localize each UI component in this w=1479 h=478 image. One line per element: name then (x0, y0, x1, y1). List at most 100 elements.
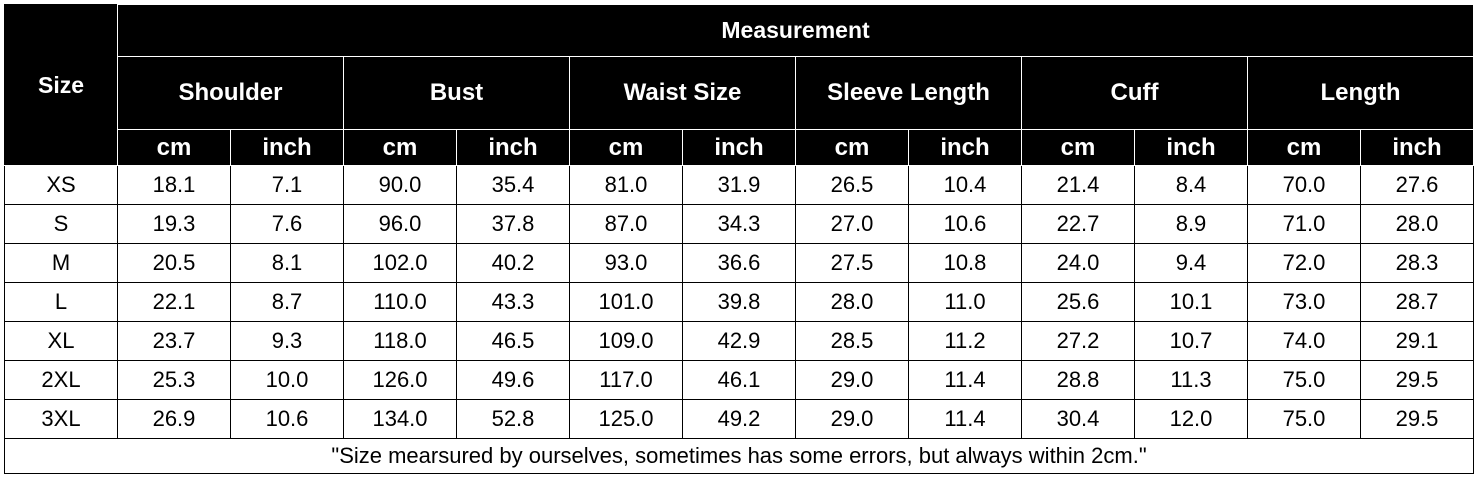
measure-header: Waist Size (569, 56, 796, 130)
value-cell: 52.8 (456, 399, 570, 439)
value-cell: 8.1 (230, 243, 344, 283)
table-row: 2XL 25.3 10.0 126.0 49.6 117.0 46.1 29.0 11.4 28.… (4, 360, 1475, 400)
unit-header-cm: cm (795, 129, 909, 166)
value-cell: 37.8 (456, 204, 570, 244)
value-cell: 125.0 (569, 399, 683, 439)
value-cell: 28.0 (795, 282, 909, 322)
unit-header-inch: inch (1359, 129, 1475, 166)
value-cell: 134.0 (343, 399, 457, 439)
unit-header-inch: inch (1134, 129, 1248, 166)
value-cell: 7.1 (230, 165, 344, 205)
unit-header-cm: cm (1247, 129, 1361, 166)
value-cell: 25.3 (117, 360, 231, 400)
value-cell: 10.6 (908, 204, 1022, 244)
unit-header-cm: cm (569, 129, 683, 166)
value-cell: 9.4 (1134, 243, 1248, 283)
value-cell: 49.6 (456, 360, 570, 400)
value-cell: 11.4 (908, 360, 1022, 400)
value-cell: 11.4 (908, 399, 1022, 439)
measure-header: Sleeve Length (795, 56, 1022, 130)
size-chart-table: Size Measurement Shoulder Bust Waist Size S… (3, 4, 1475, 474)
value-cell: 30.4 (1021, 399, 1135, 439)
value-cell: 11.3 (1134, 360, 1248, 400)
value-cell: 46.5 (456, 321, 570, 361)
value-cell: 81.0 (569, 165, 683, 205)
value-cell: 23.7 (117, 321, 231, 361)
value-cell: 27.5 (795, 243, 909, 283)
unit-header-cm: cm (117, 129, 231, 166)
value-cell: 71.0 (1247, 204, 1361, 244)
value-cell: 96.0 (343, 204, 457, 244)
value-cell: 28.0 (1359, 204, 1475, 244)
size-cell: 3XL (4, 399, 118, 439)
value-cell: 28.7 (1359, 282, 1475, 322)
value-cell: 90.0 (343, 165, 457, 205)
value-cell: 87.0 (569, 204, 683, 244)
value-cell: 39.8 (682, 282, 796, 322)
value-cell: 22.7 (1021, 204, 1135, 244)
measure-header: Shoulder (117, 56, 344, 130)
measure-header: Bust (343, 56, 570, 130)
value-cell: 35.4 (456, 165, 570, 205)
value-cell: 27.6 (1359, 165, 1475, 205)
table-row: 3XL 26.9 10.6 134.0 52.8 125.0 49.2 29.0 11.4 30.… (4, 399, 1475, 439)
size-cell: XS (4, 165, 118, 205)
value-cell: 29.5 (1359, 360, 1475, 400)
table-row: XL 23.7 9.3 118.0 46.5 109.0 42.9 28.5 11.2 27.2 1… (4, 321, 1475, 361)
value-cell: 46.1 (682, 360, 796, 400)
value-cell: 73.0 (1247, 282, 1361, 322)
value-cell: 75.0 (1247, 360, 1361, 400)
value-cell: 26.5 (795, 165, 909, 205)
measurement-group-header: Measurement (116, 4, 1475, 57)
value-cell: 29.5 (1359, 399, 1475, 439)
value-cell: 24.0 (1021, 243, 1135, 283)
value-cell: 102.0 (343, 243, 457, 283)
value-cell: 126.0 (343, 360, 457, 400)
value-cell: 27.2 (1021, 321, 1135, 361)
value-cell: 11.2 (908, 321, 1022, 361)
size-cell: M (4, 243, 118, 283)
value-cell: 10.6 (230, 399, 344, 439)
value-cell: 40.2 (456, 243, 570, 283)
value-cell: 27.0 (795, 204, 909, 244)
table-row: M 20.5 8.1 102.0 40.2 93.0 36.6 27.5 10.8 24.0 9.4… (4, 243, 1475, 283)
value-cell: 70.0 (1247, 165, 1361, 205)
value-cell: 20.5 (117, 243, 231, 283)
value-cell: 28.8 (1021, 360, 1135, 400)
value-cell: 109.0 (569, 321, 683, 361)
value-cell: 11.0 (908, 282, 1022, 322)
value-cell: 36.6 (682, 243, 796, 283)
value-cell: 117.0 (569, 360, 683, 400)
value-cell: 10.1 (1134, 282, 1248, 322)
value-cell: 72.0 (1247, 243, 1361, 283)
value-cell: 8.4 (1134, 165, 1248, 205)
size-cell: L (4, 282, 118, 322)
value-cell: 29.1 (1359, 321, 1475, 361)
value-cell: 7.6 (230, 204, 344, 244)
measure-header: Length (1246, 56, 1475, 130)
size-cell: XL (4, 321, 118, 361)
measure-header: Cuff (1021, 56, 1248, 130)
value-cell: 34.3 (682, 204, 796, 244)
table-row: L 22.1 8.7 110.0 43.3 101.0 39.8 28.0 11.0 25.6 10… (4, 282, 1475, 322)
value-cell: 10.8 (908, 243, 1022, 283)
value-cell: 74.0 (1247, 321, 1361, 361)
value-cell: 8.7 (230, 282, 344, 322)
unit-header-inch: inch (908, 129, 1022, 166)
unit-header-inch: inch (682, 129, 796, 166)
value-cell: 29.0 (795, 399, 909, 439)
value-cell: 28.5 (795, 321, 909, 361)
unit-header-inch: inch (456, 129, 570, 166)
value-cell: 93.0 (569, 243, 683, 283)
value-cell: 49.2 (682, 399, 796, 439)
footer-note: "Size mearsured by ourselves, sometimes … (3, 438, 1475, 474)
size-cell: 2XL (4, 360, 118, 400)
value-cell: 31.9 (682, 165, 796, 205)
value-cell: 118.0 (343, 321, 457, 361)
value-cell: 25.6 (1021, 282, 1135, 322)
value-cell: 101.0 (569, 282, 683, 322)
value-cell: 22.1 (117, 282, 231, 322)
value-cell: 10.0 (230, 360, 344, 400)
value-cell: 18.1 (117, 165, 231, 205)
value-cell: 8.9 (1134, 204, 1248, 244)
